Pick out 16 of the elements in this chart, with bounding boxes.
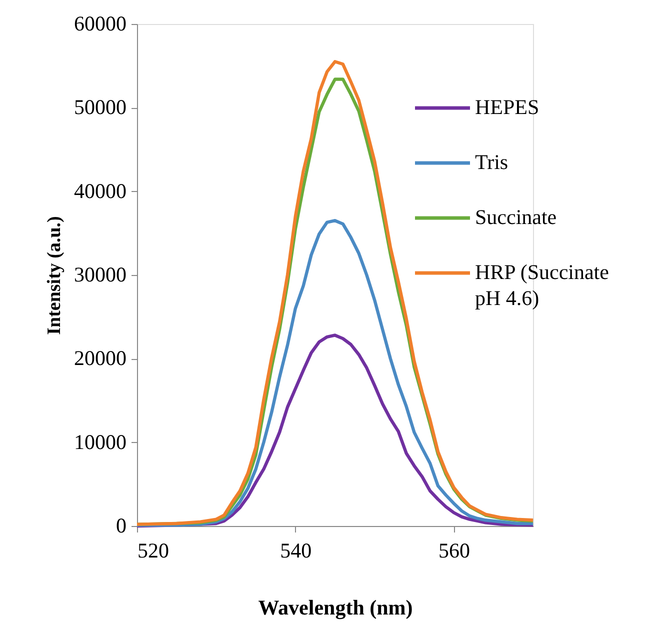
y-tick-label: 30000: [74, 262, 126, 286]
legend-label: HRP (Succinate pH 4.6): [475, 260, 609, 310]
y-tick-label: 60000: [74, 12, 126, 36]
y-tick-label: 0: [116, 514, 126, 538]
y-axis-title: Intensity (a.u.): [44, 216, 65, 335]
legend-label: Succinate: [475, 205, 557, 229]
x-tick-label: 560: [438, 538, 470, 562]
y-tick-label: 50000: [74, 95, 126, 120]
x-axis-title: Wavelength (nm): [258, 596, 413, 620]
y-tick-label: 40000: [74, 178, 126, 203]
x-tick-label: 540: [280, 538, 312, 562]
legend-label: Tris: [475, 150, 508, 174]
legend-label: HEPES: [475, 95, 540, 119]
y-tick-label: 20000: [74, 346, 126, 370]
y-tick-label: 10000: [74, 430, 126, 454]
x-tick-label: 520: [138, 538, 169, 562]
